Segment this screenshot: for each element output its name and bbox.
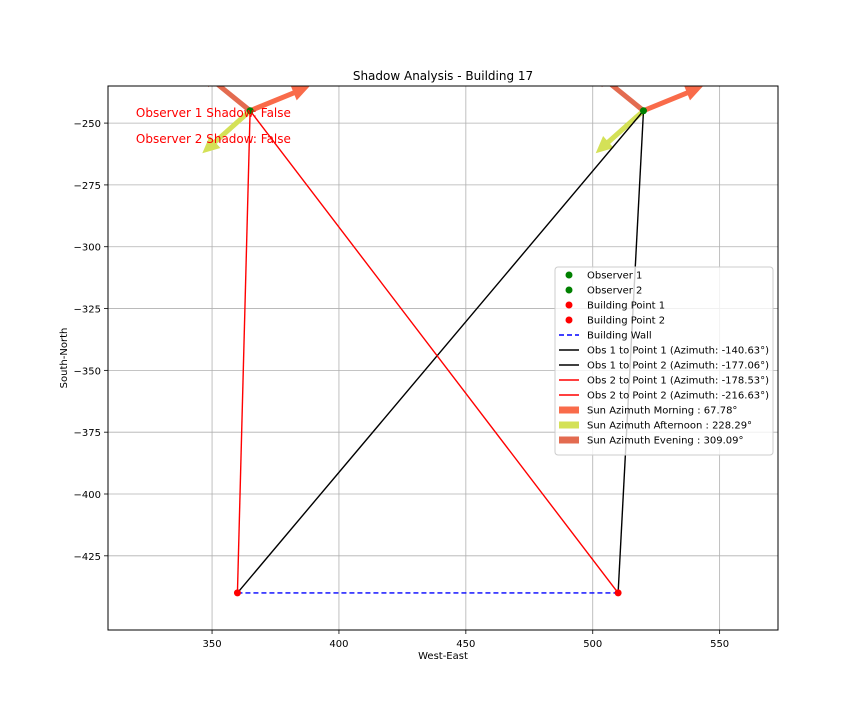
legend-label: Obs 1 to Point 2 (Azimuth: -177.06°) — [587, 361, 769, 372]
sun-arrow-afternoon — [202, 108, 252, 154]
chart-title: Shadow Analysis - Building 17 — [353, 69, 533, 83]
x-tick-label: 500 — [583, 639, 602, 650]
x-tick-label: 450 — [456, 639, 475, 650]
sun-arrow-morning — [642, 86, 703, 113]
obs1-to-point1-line — [236, 110, 645, 594]
observer-2-shadow-annotation: Observer 2 Shadow: False — [136, 132, 291, 146]
legend-marker — [565, 301, 573, 309]
x-axis-label: West-East — [418, 651, 468, 662]
y-tick-label: −375 — [74, 428, 101, 439]
legend-label: Sun Azimuth Morning : 67.78° — [587, 406, 737, 417]
legend-marker — [565, 316, 573, 324]
obs2-to-point2-line — [249, 110, 619, 594]
plot-frame — [107, 85, 779, 631]
y-tick-label: −250 — [74, 119, 101, 130]
x-tick-label: 550 — [710, 639, 729, 650]
sun-arrow-evening — [207, 86, 252, 113]
observer-2-marker — [639, 107, 647, 115]
legend-patch — [559, 421, 579, 429]
x-tick-label: 400 — [329, 639, 348, 650]
legend-box — [554, 266, 774, 456]
legend-label: Building Point 2 — [587, 316, 665, 327]
sun-arrow-evening — [601, 86, 646, 113]
legend-marker — [565, 286, 573, 294]
observer-1-marker — [246, 107, 254, 115]
legend-label: Observer 2 — [587, 286, 642, 297]
observer-1-shadow-annotation: Observer 1 Shadow: False — [136, 106, 291, 120]
legend-label: Building Wall — [587, 331, 652, 342]
legend-label: Obs 1 to Point 1 (Azimuth: -140.63°) — [587, 346, 769, 357]
legend-patch — [559, 406, 579, 414]
building-point-1-marker — [233, 589, 241, 597]
legend-marker — [565, 271, 573, 279]
legend-label: Observer 1 — [587, 271, 642, 282]
legend-label: Building Point 1 — [587, 301, 665, 312]
building-point-2-marker — [614, 589, 622, 597]
y-tick-label: −350 — [74, 366, 101, 377]
sun-arrow-afternoon — [595, 108, 646, 154]
y-tick-label: −400 — [74, 490, 101, 501]
y-tick-label: −275 — [74, 181, 101, 192]
y-tick-label: −425 — [74, 552, 101, 563]
plot-data — [202, 86, 703, 597]
axis-ticks: 350 400 450 500 550 −250 −275 −300 −325 −350 −375 −… — [74, 119, 730, 650]
obs2-to-point1-line — [236, 110, 251, 593]
legend-label: Obs 2 to Point 2 (Azimuth: -216.63°) — [587, 391, 769, 402]
legend: Observer 1 Observer 2 Building Point 1 Buil… — [554, 266, 774, 456]
y-tick-label: −325 — [74, 305, 101, 316]
annotations: Observer 1 Shadow: False Observer 2 Shado… — [136, 106, 291, 146]
y-axis-label: South-North — [59, 328, 70, 389]
legend-label: Sun Azimuth Evening : 309.09° — [587, 436, 744, 447]
sun-arrow-morning — [249, 86, 310, 113]
y-tick-label: −300 — [74, 243, 101, 254]
x-tick-label: 350 — [203, 639, 222, 650]
legend-patch — [559, 436, 579, 444]
legend-label: Obs 2 to Point 1 (Azimuth: -178.53°) — [587, 376, 769, 387]
legend-label: Sun Azimuth Afternoon : 228.29° — [587, 421, 752, 432]
